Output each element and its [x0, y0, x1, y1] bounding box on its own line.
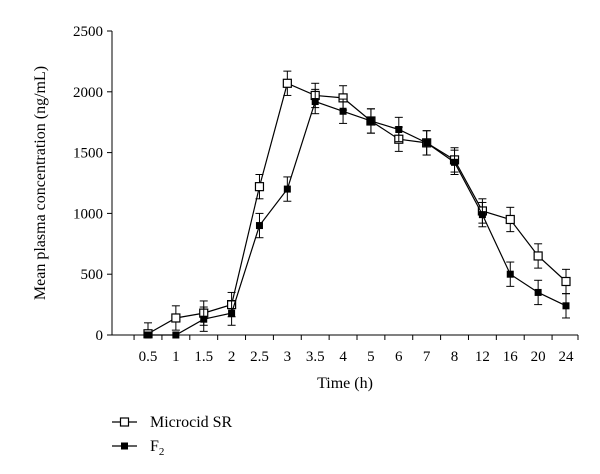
x-tick-label: 5 [367, 349, 375, 365]
data-point [254, 182, 265, 192]
y-tick-label: 1500 [73, 146, 103, 162]
data-point [283, 185, 291, 193]
series-f2 [144, 88, 570, 339]
x-tick-label: 20 [531, 349, 546, 365]
x-tick-label: 16 [503, 349, 519, 365]
data-point [562, 302, 570, 310]
series-microcid-sr-line [147, 82, 567, 335]
data-point [171, 313, 181, 323]
x-tick-label: 6 [395, 349, 403, 365]
data-point [506, 270, 514, 278]
data-point [533, 251, 543, 261]
x-tick-label: 1.5 [194, 349, 213, 365]
x-tick-label: 24 [559, 349, 575, 365]
y-tick-label: 2000 [73, 85, 103, 101]
x-tick-label: 2 [228, 349, 236, 365]
x-ticks: 0.5 1 1.5 2 2.5 3 3.5 4 5 6 7 8 12 16 20 24 [133, 335, 579, 365]
legend-item-microcid-sr: Microcid SR [112, 414, 233, 431]
y-axis-title: Mean plasma concentration (ng/mL) [32, 66, 49, 300]
x-tick-label: 2.5 [250, 349, 269, 365]
y-ticks: 0 500 1000 1500 2000 2500 [73, 24, 112, 344]
x-axis-title: Time (h) [317, 375, 373, 392]
data-point [395, 125, 403, 133]
x-tick-label: 0.5 [139, 349, 158, 365]
series-f2-line [148, 100, 567, 336]
y-tick-label: 500 [81, 267, 104, 283]
data-point [311, 98, 319, 106]
plot-area [143, 70, 571, 339]
data-point [423, 139, 431, 147]
y-tick-label: 0 [96, 328, 104, 344]
legend-label-f2-main: F [150, 438, 159, 455]
x-tick-label: 7 [423, 349, 431, 365]
data-point [144, 331, 152, 339]
data-point [505, 214, 515, 225]
data-point [255, 222, 263, 230]
series-microcid-sr [143, 70, 571, 339]
legend-label-f2-subscript: 2 [159, 446, 165, 458]
data-point [282, 78, 292, 88]
x-tick-label: 12 [475, 349, 490, 365]
x-tick-label: 4 [339, 349, 347, 365]
legend-label-f2: F2 [150, 438, 164, 458]
data-point [172, 331, 180, 339]
legend-item-f2: F2 [112, 438, 164, 458]
data-point [561, 276, 571, 287]
x-tick-label: 1 [172, 349, 180, 365]
y-tick-label: 1000 [73, 206, 103, 222]
data-point [339, 107, 347, 115]
legend-marker-f2 [121, 442, 128, 450]
axes [111, 31, 578, 336]
data-point [200, 315, 208, 323]
x-tick-label: 3.5 [306, 349, 325, 365]
legend-marker-microcid-sr [119, 417, 130, 427]
x-tick-label: 8 [451, 349, 459, 365]
data-point [367, 117, 375, 125]
y-tick-label: 2500 [73, 24, 103, 40]
legend: Microcid SR F2 [112, 414, 233, 458]
legend-label-microcid-sr: Microcid SR [150, 414, 233, 431]
data-point [534, 288, 542, 296]
data-point [478, 211, 486, 219]
x-tick-label: 3 [284, 349, 292, 365]
data-point [228, 309, 236, 317]
data-point [451, 158, 459, 166]
